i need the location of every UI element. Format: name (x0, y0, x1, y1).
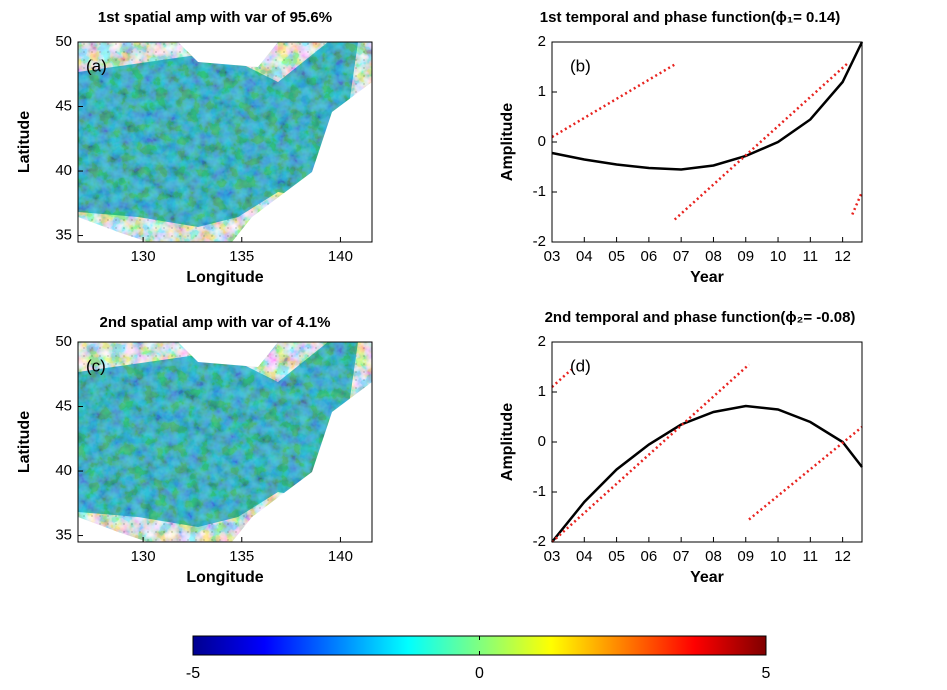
sea (232, 382, 372, 542)
x-tick-label: 09 (737, 548, 754, 565)
y-tick-label: 2 (538, 333, 546, 350)
x-tick-label: 06 (641, 248, 658, 265)
x-tick-label: 03 (544, 248, 561, 265)
y-axis-label: Latitude (16, 111, 33, 173)
y-tick-label: 1 (538, 83, 546, 100)
y-tick-label: 1 (538, 383, 546, 400)
x-tick-label: 06 (641, 548, 658, 565)
chart-title: 2nd spatial amp with var of 4.1% (100, 314, 331, 331)
y-tick-label: -2 (533, 533, 546, 550)
x-tick-label: 12 (834, 248, 851, 265)
x-tick-label: 10 (770, 248, 787, 265)
x-tick-label: 135 (229, 548, 254, 565)
x-tick-label: 140 (328, 548, 353, 565)
phase-line (551, 61, 864, 221)
y-tick-label: 50 (55, 333, 72, 350)
y-tick-label: 45 (55, 97, 72, 114)
y-tick-label: 0 (538, 133, 546, 150)
x-tick-label: 140 (328, 248, 353, 265)
plot-frame (77, 41, 373, 243)
x-tick-label: 11 (803, 548, 819, 565)
x-tick-label: 10 (770, 548, 787, 565)
y-tick-label: 35 (55, 527, 72, 544)
sea (178, 42, 278, 67)
plot-frame (77, 341, 373, 543)
temporal-line (551, 404, 863, 543)
y-tick-label: -1 (533, 183, 546, 200)
x-axis-label: Year (690, 569, 724, 586)
x-tick-label: 05 (608, 248, 625, 265)
colorbar-label: -5 (186, 665, 200, 682)
x-tick-label: 05 (608, 548, 625, 565)
y-tick-label: 40 (55, 162, 72, 179)
x-tick-label: 03 (544, 548, 561, 565)
panel-label: (c) (86, 356, 106, 375)
x-tick-label: 04 (576, 548, 593, 565)
colorbar-label: 5 (762, 665, 771, 682)
y-tick-label: -1 (533, 483, 546, 500)
x-axis-label: Longitude (186, 269, 263, 286)
chart-title: 1st spatial amp with var of 95.6% (98, 9, 332, 26)
sea (78, 517, 148, 542)
x-axis-label: Year (690, 269, 724, 286)
x-tick-label: 09 (737, 248, 754, 265)
y-axis-label: Amplitude (499, 403, 516, 481)
y-tick-label: 35 (55, 227, 72, 244)
sea (178, 342, 278, 367)
temporal-line (551, 41, 864, 171)
map (78, 342, 372, 542)
x-tick-label: 11 (803, 248, 819, 265)
plot-frame (551, 41, 863, 243)
phase-line (551, 363, 863, 543)
y-axis-label: Latitude (16, 411, 33, 473)
y-tick-label: 45 (55, 397, 72, 414)
y-tick-label: -2 (533, 233, 546, 250)
y-tick-label: 40 (55, 462, 72, 479)
x-tick-label: 12 (834, 548, 851, 565)
y-tick-label: 2 (538, 33, 546, 50)
plot-frame (551, 341, 863, 543)
x-tick-label: 08 (705, 248, 722, 265)
panel-label: (a) (86, 56, 107, 75)
x-tick-label: 130 (131, 248, 156, 265)
x-tick-label: 04 (576, 248, 593, 265)
panel-label: (d) (570, 356, 591, 375)
y-tick-label: 50 (55, 33, 72, 50)
x-tick-label: 07 (673, 248, 690, 265)
map (78, 42, 372, 242)
x-axis-label: Longitude (186, 569, 263, 586)
x-tick-label: 130 (131, 548, 156, 565)
y-axis-label: Amplitude (499, 103, 516, 181)
colorbar-label: 0 (475, 665, 484, 682)
x-tick-label: 08 (705, 548, 722, 565)
panel-label: (b) (570, 56, 591, 75)
sea (232, 82, 372, 242)
chart-title: 2nd temporal and phase function(ϕ₂= -0.0… (545, 309, 856, 326)
chart-title: 1st temporal and phase function(ϕ₁= 0.14… (540, 9, 840, 26)
x-tick-label: 07 (673, 548, 690, 565)
x-tick-label: 135 (229, 248, 254, 265)
y-tick-label: 0 (538, 433, 546, 450)
sea (78, 217, 148, 242)
